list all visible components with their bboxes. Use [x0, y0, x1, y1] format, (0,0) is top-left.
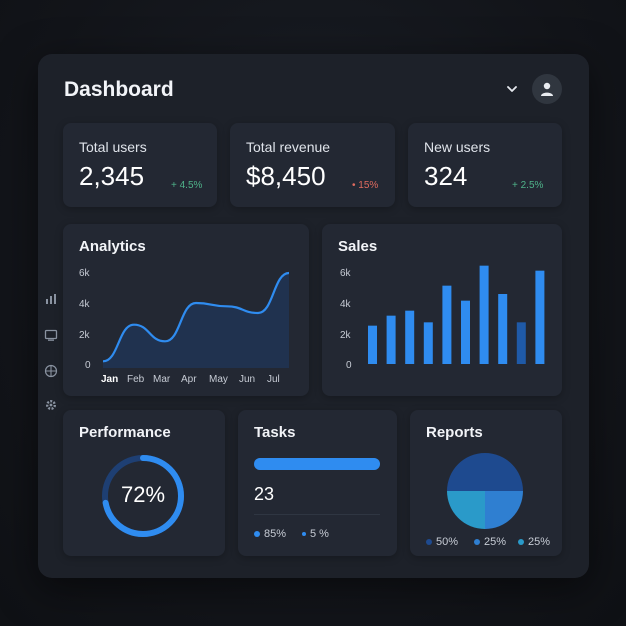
y-tick: 0 — [346, 360, 352, 371]
analytics-card[interactable]: Analytics 6k 4k 2k 0 Jan Feb Mar Apr May Jun J… — [63, 224, 309, 396]
x-tick: Jan — [101, 374, 119, 385]
pie-slice — [447, 453, 523, 491]
bar — [516, 322, 526, 364]
tasks-legend-item: 85% — [254, 528, 286, 540]
page-title: Dashboard — [64, 78, 174, 101]
tasks-progress-fill — [254, 458, 380, 470]
legend-label: 25% — [484, 536, 507, 548]
legend-dot — [302, 532, 306, 536]
stat-value: 2,345 — [79, 161, 145, 191]
stat-card-total-users[interactable]: Total users 2,345 + 4.5% — [63, 123, 217, 207]
legend-dot — [426, 539, 432, 545]
bar — [442, 285, 452, 364]
x-tick: Jul — [267, 374, 280, 385]
stat-value: 324 — [424, 161, 468, 191]
bar — [461, 300, 470, 364]
reports-legend-item: 25% — [518, 536, 550, 548]
tasks-card[interactable]: Tasks 23 85% 5 % — [238, 410, 397, 556]
legend-label: 85% — [264, 528, 287, 540]
area-fill — [103, 273, 289, 368]
x-tick: Mar — [153, 374, 171, 385]
x-tick: Jun — [239, 374, 256, 385]
tasks-progress-track — [254, 458, 380, 470]
legend-dot — [518, 539, 524, 545]
y-tick: 4k — [340, 299, 351, 310]
dashboard-panel: Dashboard Total users 2,345 + 4.5% Total… — [38, 54, 589, 578]
gear-icon[interactable] — [44, 398, 58, 412]
bar-chart-icon[interactable] — [44, 292, 58, 306]
legend-label: 50% — [436, 536, 459, 548]
stat-card-total-revenue[interactable]: Total revenue $8,450 • 15% — [230, 123, 395, 207]
stat-label: New users — [424, 139, 491, 155]
stat-label: Total users — [79, 139, 147, 155]
performance-gauge — [102, 455, 184, 537]
y-tick: 2k — [79, 330, 90, 341]
x-tick: Apr — [181, 374, 197, 385]
bar — [368, 325, 377, 364]
bar — [423, 322, 433, 364]
divider — [254, 514, 380, 515]
stat-card-new-users[interactable]: New users 324 + 2.5% — [408, 123, 562, 207]
sales-card[interactable]: Sales 6k 4k 2k 0 — [322, 224, 562, 396]
stat-delta: + 2.5% — [512, 180, 544, 191]
tasks-title: Tasks — [254, 424, 296, 441]
analytics-title: Analytics — [79, 238, 146, 255]
user-icon — [541, 82, 553, 96]
legend-dot — [474, 539, 480, 545]
bar — [386, 315, 396, 364]
x-tick: May — [209, 374, 228, 385]
bar — [479, 265, 489, 364]
bar — [498, 294, 508, 364]
pie-slice — [447, 491, 485, 529]
series-line — [102, 271, 290, 363]
avatar[interactable] — [532, 74, 562, 104]
monitor-icon[interactable] — [44, 328, 58, 342]
y-tick: 0 — [85, 360, 91, 371]
stat-value: $8,450 — [246, 161, 326, 191]
sales-chart — [368, 265, 545, 364]
y-tick: 6k — [340, 268, 351, 279]
stat-label: Total revenue — [246, 139, 331, 155]
y-tick: 4k — [79, 299, 90, 310]
legend-dot — [254, 531, 260, 537]
reports-pie-chart — [447, 453, 523, 529]
y-tick: 6k — [79, 268, 90, 279]
chevron-down-icon[interactable] — [504, 81, 520, 97]
analytics-chart — [102, 271, 290, 368]
legend-label: 25% — [528, 536, 551, 548]
reports-title: Reports — [426, 424, 483, 441]
pie-slice — [485, 491, 523, 529]
stat-delta: + 4.5% — [171, 180, 203, 191]
bar — [405, 310, 415, 364]
tasks-legend-item: 5 % — [302, 528, 329, 540]
bar — [535, 270, 545, 364]
reports-legend-item: 25% — [474, 536, 506, 548]
globe-icon[interactable] — [44, 364, 58, 378]
performance-value: 72% — [120, 482, 166, 507]
sales-title: Sales — [338, 238, 378, 255]
reports-legend-item: 50% — [426, 536, 458, 548]
performance-card[interactable]: Performance 72% — [63, 410, 225, 556]
gauge-fill — [102, 455, 184, 537]
y-tick: 2k — [340, 330, 351, 341]
tasks-count: 23 — [254, 484, 275, 504]
x-tick: Feb — [127, 374, 145, 385]
reports-card[interactable]: Reports 50% 25% 25% — [410, 410, 562, 556]
performance-title: Performance — [79, 424, 171, 441]
legend-label: 5 % — [310, 528, 329, 540]
stat-delta: • 15% — [352, 180, 379, 191]
